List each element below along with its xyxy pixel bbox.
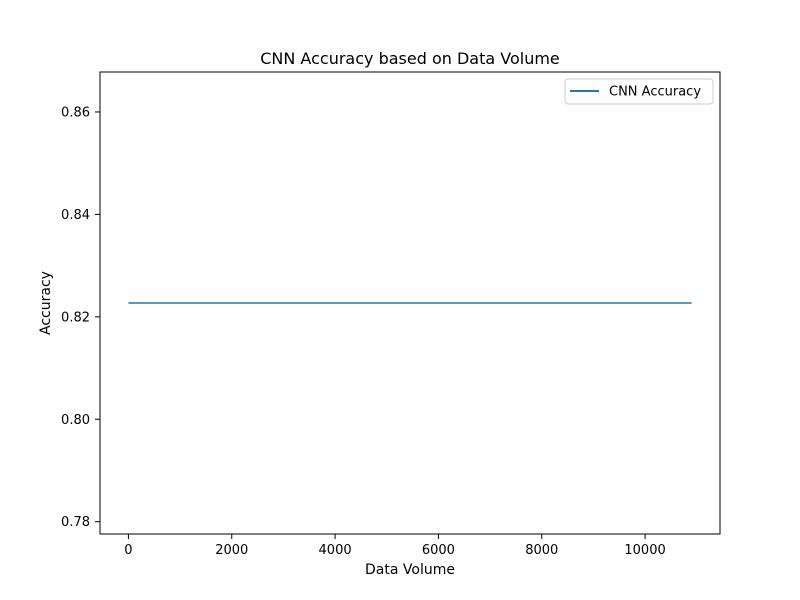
x-tick-label: 8000 bbox=[525, 543, 558, 558]
y-tick-label: 0.86 bbox=[61, 105, 90, 120]
chart-title: CNN Accuracy based on Data Volume bbox=[260, 49, 560, 68]
x-axis-ticks: 0 2000 4000 6000 8000 10000 bbox=[124, 534, 666, 558]
legend-label-cnn-accuracy: CNN Accuracy bbox=[609, 85, 701, 100]
x-tick-label: 4000 bbox=[319, 543, 352, 558]
y-tick-label: 0.84 bbox=[61, 208, 90, 223]
x-axis-label: Data Volume bbox=[365, 562, 455, 578]
plot-area bbox=[100, 72, 720, 534]
y-tick-label: 0.82 bbox=[61, 310, 90, 325]
x-tick-label: 10000 bbox=[624, 543, 665, 558]
x-tick-label: 0 bbox=[124, 543, 132, 558]
legend-box bbox=[564, 78, 714, 105]
y-tick-label: 0.78 bbox=[61, 515, 90, 530]
y-tick-label: 0.80 bbox=[61, 413, 90, 428]
y-axis-label: Accuracy bbox=[38, 271, 54, 335]
plot-frame bbox=[99, 71, 721, 535]
x-tick-label: 2000 bbox=[215, 543, 248, 558]
y-axis-ticks: 0.78 0.80 0.82 0.84 0.86 bbox=[61, 105, 100, 530]
legend: CNN Accuracy bbox=[564, 78, 714, 105]
x-tick-label: 6000 bbox=[422, 543, 455, 558]
